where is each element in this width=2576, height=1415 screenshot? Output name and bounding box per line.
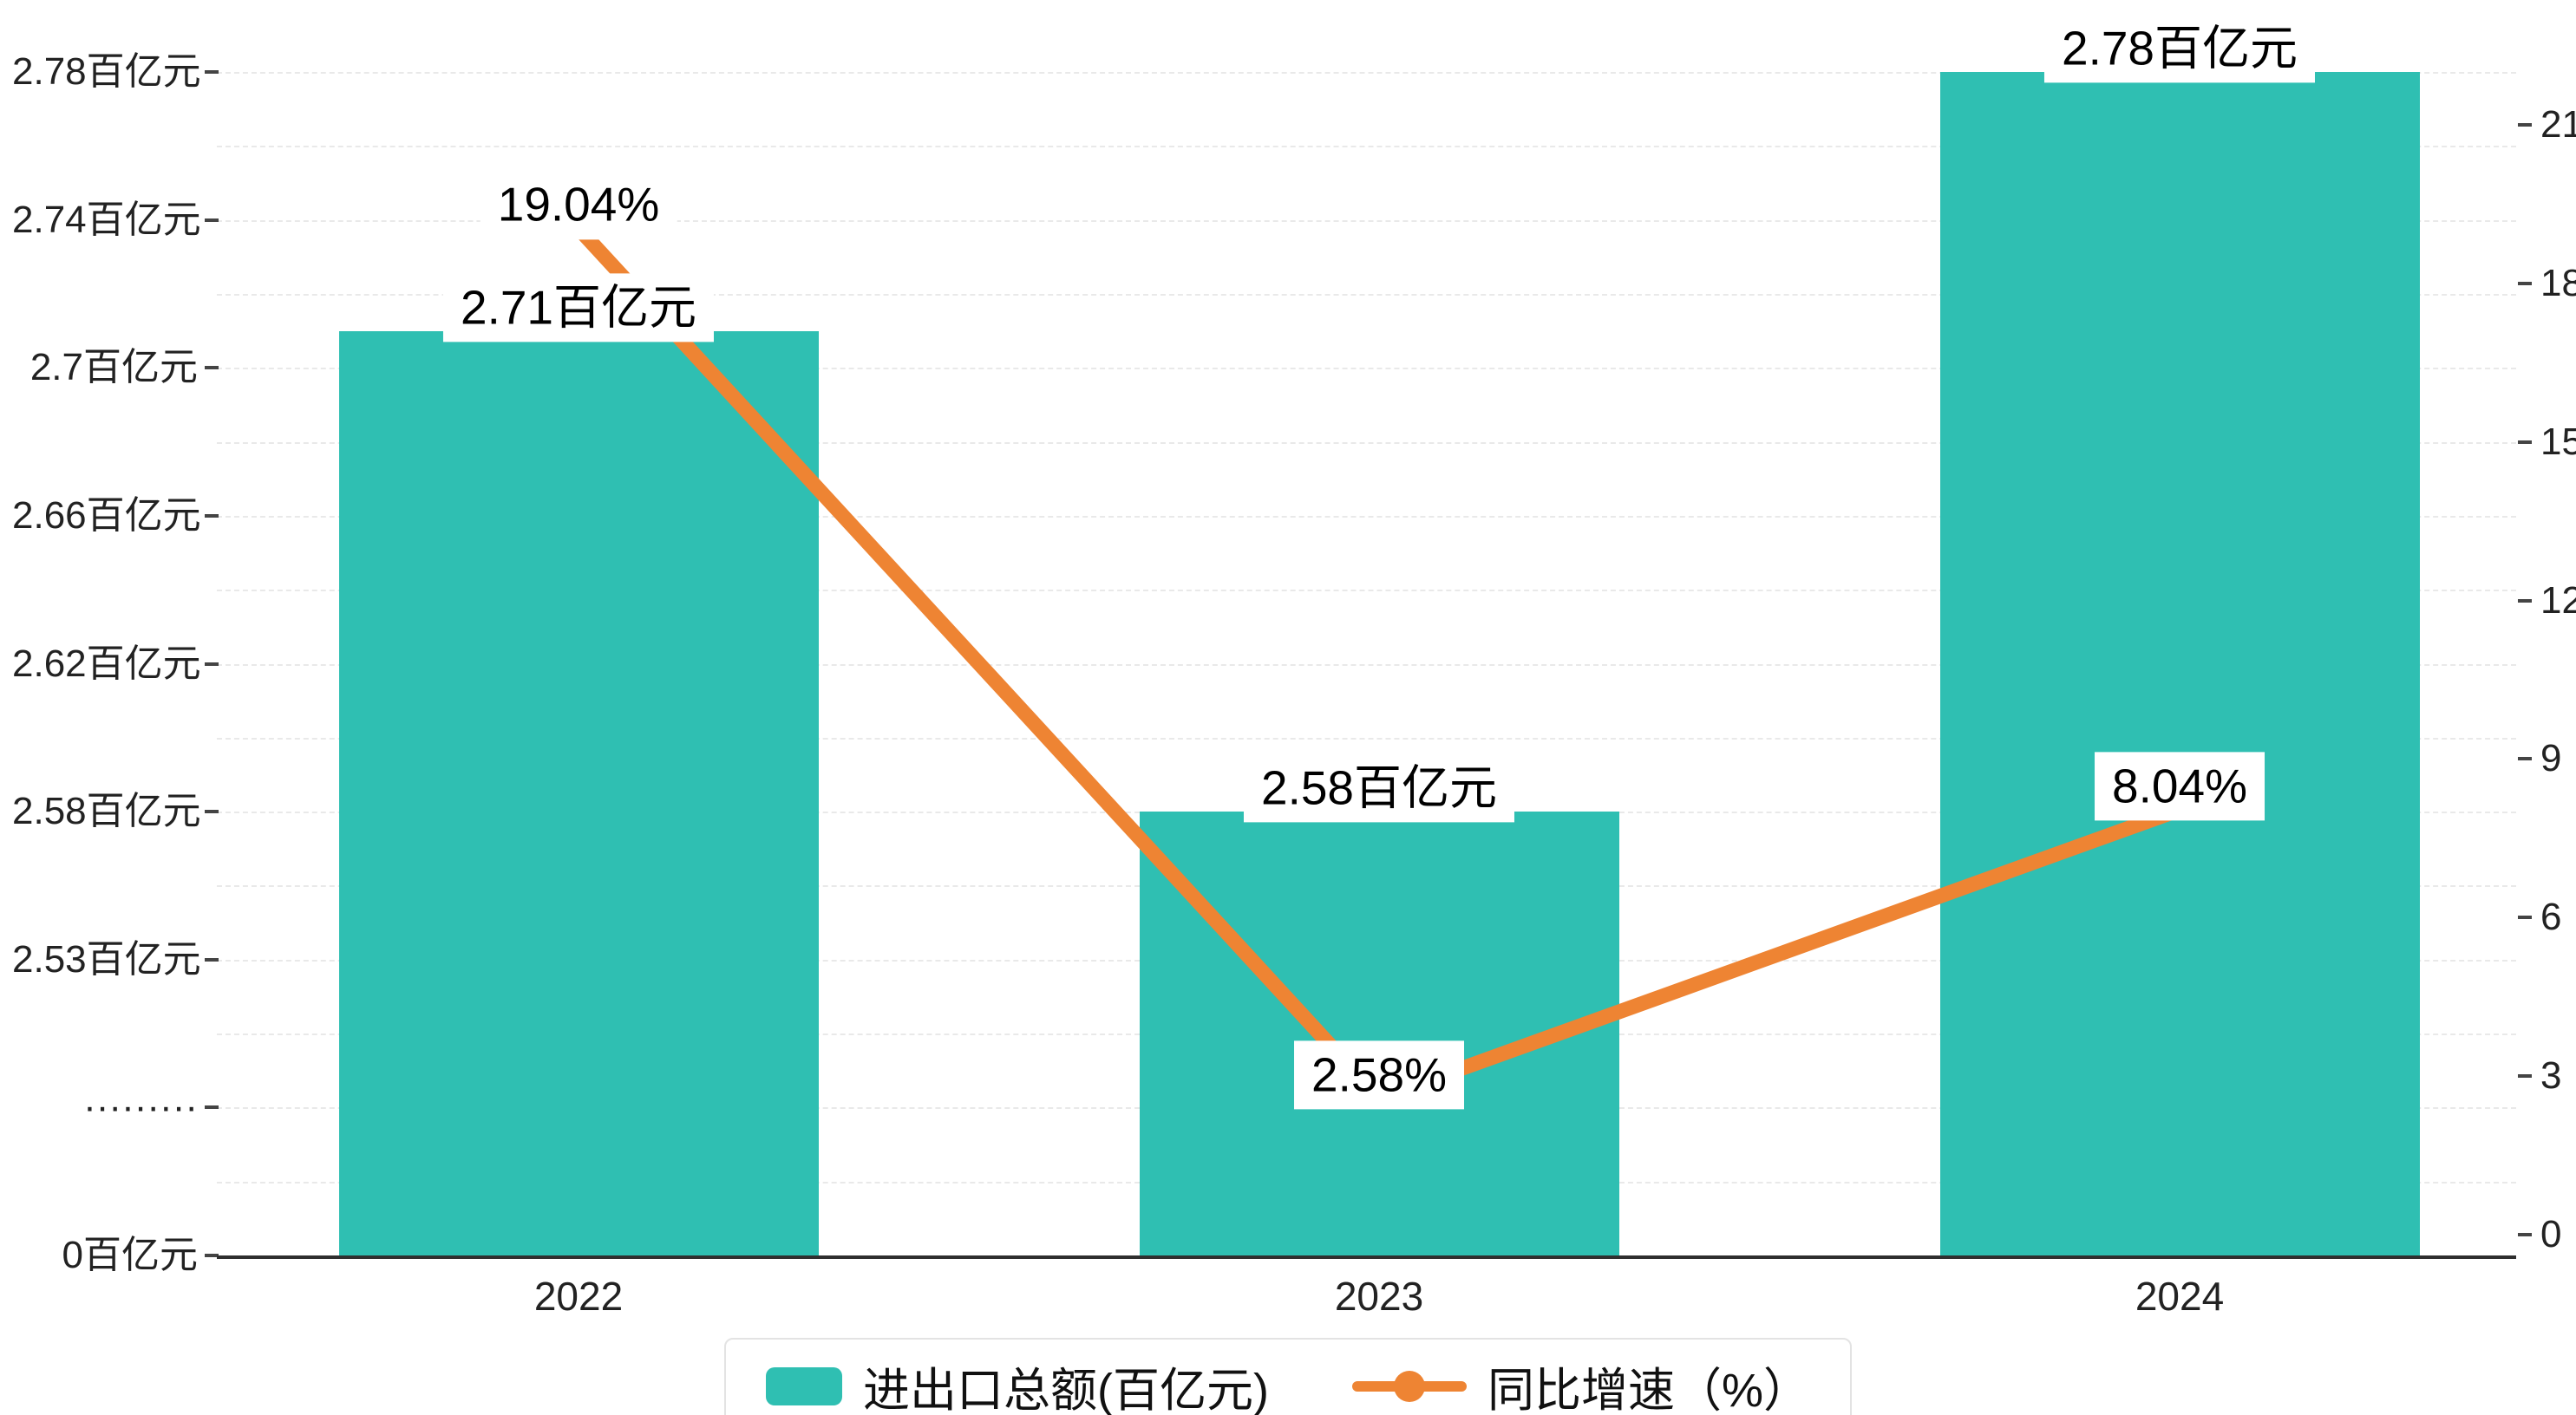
legend-item-line-series[interactable]: 同比增速（%） [1351,1352,1810,1415]
left-axis-tick-label: 0百亿元 [62,1234,198,1276]
legend: 进出口总额(百亿元) 同比增速（%） [724,1338,1852,1415]
right-axis-tick-label: 21 [2540,103,2576,146]
right-axis-tick-label: 3 [2540,1054,2562,1098]
right-axis-tick-label: 6 [2540,896,2562,939]
right-axis-tick-label: 0 [2540,1213,2562,1255]
right-axis-tick-label: 9 [2540,737,2562,780]
legend-label-bar-series: 进出口总额(百亿元) [863,1365,1269,1415]
right-axis-tick-mark [2518,440,2532,444]
line-value-label: 19.04% [480,170,677,240]
bar-value-label: 2.58百亿元 [1243,753,1515,823]
left-axis-tick-label: 2.7百亿元 [29,346,198,389]
right-axis-tick-label: 12 [2540,578,2576,622]
left-axis-tick-mark [205,70,219,74]
left-axis-tick-label: 2.78百亿元 [12,50,201,93]
gridline [217,72,2516,74]
bar-value-label: 2.71百亿元 [442,272,715,342]
bar-2024 [1939,72,2420,1257]
gridline [217,146,2516,148]
right-axis-tick-mark [2518,598,2532,603]
bar-2023 [1139,812,1619,1257]
left-axis-tick-mark [205,957,219,962]
left-axis-tick-mark [205,1254,219,1257]
left-axis-tick-mark [205,810,219,814]
legend-label-line-series: 同比增速（%） [1487,1365,1810,1415]
bar-value-label: 2.78百亿元 [2043,14,2316,83]
x-axis-label-2024: 2024 [2135,1274,2225,1319]
x-axis-label-2022: 2022 [533,1274,624,1319]
left-axis-tick-mark [205,218,219,222]
right-axis-tick-mark [2518,123,2532,127]
left-axis-tick-mark [205,662,219,666]
x-axis-label-2023: 2023 [1334,1274,1424,1319]
left-axis-tick-label: 2.62百亿元 [12,642,201,685]
right-axis-tick-mark [2518,281,2532,285]
left-axis-tick-label: 2.74百亿元 [12,198,201,241]
bar-series-swatch-icon [766,1366,843,1405]
right-axis-tick-mark [2518,757,2532,761]
right-axis-tick-mark [2518,1233,2532,1236]
right-axis-tick-mark [2518,1074,2532,1079]
line-series-dot-icon [1393,1370,1425,1402]
right-axis-tick-label: 18 [2540,261,2576,304]
gridline [217,219,2516,222]
right-axis-tick-label: 15 [2540,420,2576,463]
x-axis-line [217,1255,2516,1259]
left-axis-tick-label: 2.58百亿元 [12,790,201,833]
right-axis-tick-mark [2518,916,2532,920]
left-axis-tick-mark [205,1105,219,1110]
left-axis-tick-label: 2.66百亿元 [12,493,201,537]
left-axis-tick-mark [205,513,219,518]
line-value-label: 8.04% [2095,752,2265,821]
left-axis-tick-mark [205,366,219,370]
line-series-swatch-icon [1351,1370,1467,1402]
bar-2022 [338,330,819,1257]
legend-item-bar-series[interactable]: 进出口总额(百亿元) [766,1352,1269,1415]
left-axis-tick-label: 2.53百亿元 [12,937,201,981]
line-value-label: 2.58% [1294,1040,1464,1110]
left-axis-tick-label: ········· [83,1086,198,1129]
